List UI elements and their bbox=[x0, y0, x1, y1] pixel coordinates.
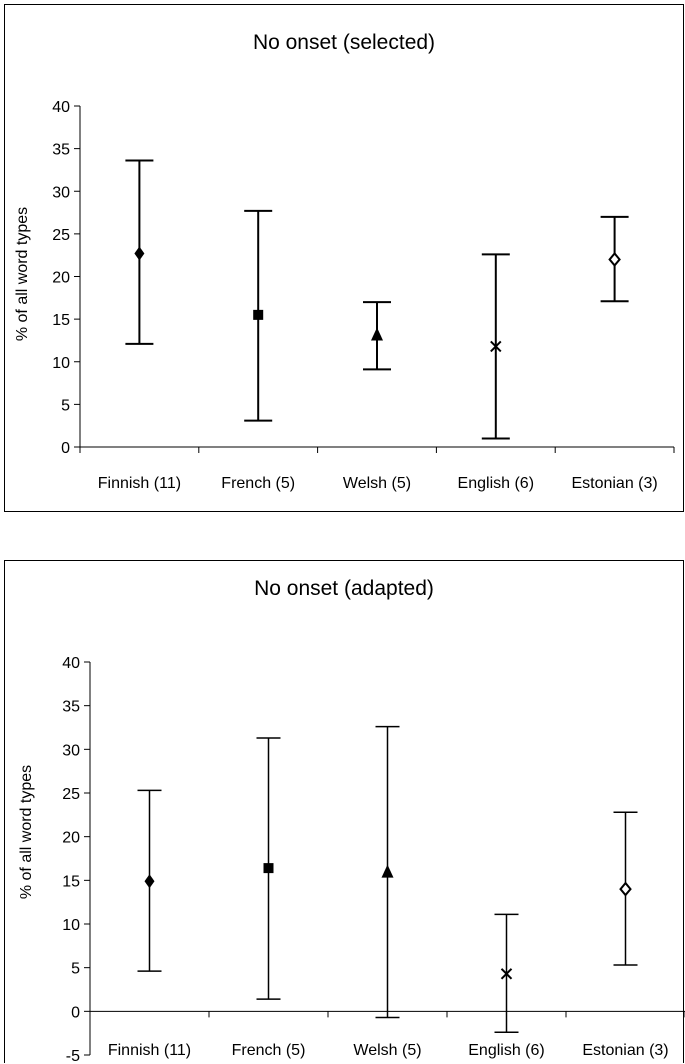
y-tick-label: 5 bbox=[71, 961, 80, 978]
data-point-diamond bbox=[134, 246, 145, 261]
x-tick-label: Finnish (11) bbox=[98, 475, 181, 492]
y-tick-label: 25 bbox=[52, 227, 70, 244]
data-point-diamond-open bbox=[619, 881, 632, 897]
x-tick-label: French (5) bbox=[221, 475, 295, 492]
data-point-diamond-open bbox=[608, 251, 621, 268]
y-tick-label: 15 bbox=[62, 873, 80, 890]
plot-area: -5 0 5 10 15 20 25 30 35 40 Finnish (11) French (5)… bbox=[62, 655, 685, 1064]
x-tick-label: Finnish (11) bbox=[108, 1042, 191, 1059]
y-tick-label: 0 bbox=[71, 1004, 80, 1021]
data-point-triangle bbox=[371, 327, 383, 341]
data-point-x bbox=[500, 968, 513, 980]
y-tick-label: 20 bbox=[52, 270, 70, 287]
y-tick-label: 40 bbox=[62, 655, 80, 672]
data-point-square bbox=[253, 309, 264, 320]
y-tick-label: 15 bbox=[52, 312, 70, 329]
x-tick-label: Welsh (5) bbox=[343, 475, 411, 492]
y-tick-label: 10 bbox=[52, 355, 70, 372]
x-tick-label: English (6) bbox=[468, 1042, 544, 1059]
x-tick-label: English (6) bbox=[458, 475, 534, 492]
y-tick-label: 35 bbox=[62, 699, 80, 716]
y-tick-label: 30 bbox=[62, 742, 80, 759]
chart-title: No onset (adapted) bbox=[254, 577, 434, 600]
chart-panel-adapted: No onset (adapted) % of all word types -… bbox=[4, 560, 685, 1064]
y-tick-label: 10 bbox=[62, 917, 80, 934]
plot-area: 0 5 10 15 20 25 30 35 40 Finnish (11) French (5) We… bbox=[52, 99, 675, 492]
data-point-triangle bbox=[381, 864, 394, 878]
data-point-square bbox=[263, 863, 274, 874]
x-tick-label: Estonian (3) bbox=[571, 475, 657, 492]
chart-title: No onset (selected) bbox=[252, 31, 436, 54]
chart-panel-selected: No onset (selected) % of all word types … bbox=[4, 4, 684, 512]
data-point-diamond bbox=[144, 874, 155, 889]
data-point-x bbox=[490, 340, 502, 353]
y-tick-label: 25 bbox=[62, 786, 80, 803]
y-tick-label: -5 bbox=[66, 1048, 80, 1064]
x-tick-label: Estonian (3) bbox=[582, 1042, 668, 1059]
y-tick-label: 20 bbox=[62, 830, 80, 847]
y-tick-label: 5 bbox=[61, 397, 70, 414]
x-tick-label: Welsh (5) bbox=[353, 1042, 421, 1059]
y-tick-label: 0 bbox=[61, 440, 70, 457]
y-tick-label: 40 bbox=[52, 99, 70, 116]
y-tick-label: 30 bbox=[52, 184, 70, 201]
x-tick-label: French (5) bbox=[232, 1042, 306, 1059]
y-tick-label: 35 bbox=[52, 142, 70, 159]
